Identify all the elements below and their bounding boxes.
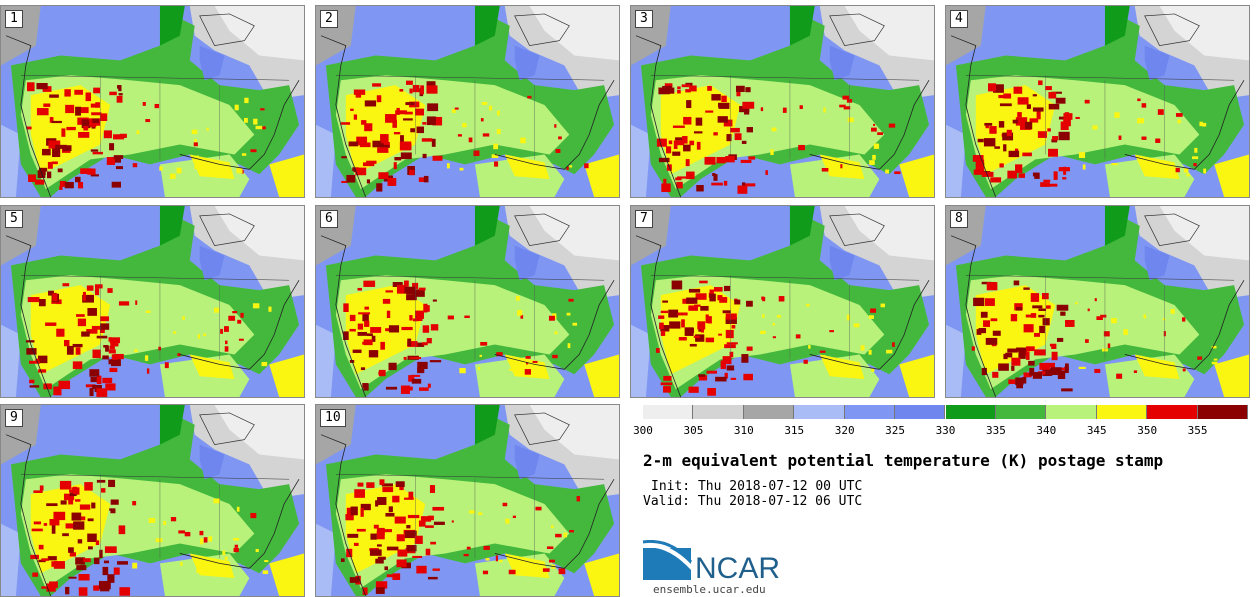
ncar-logo-text: NCAR <box>695 552 780 582</box>
colorbar-segment <box>693 405 744 419</box>
map-image <box>631 206 934 397</box>
member-label: 10 <box>320 409 346 427</box>
colorbar-segment <box>844 405 896 419</box>
init-time: Init: Thu 2018-07-12 00 UTC <box>651 479 863 494</box>
map-image <box>631 6 934 197</box>
colorbar-tick-label: 350 <box>1137 424 1158 437</box>
colorbar-tick-label: 330 <box>935 424 956 437</box>
map-image <box>316 6 619 197</box>
member-label: 4 <box>950 10 968 28</box>
member-panel-2: 2 <box>315 5 620 198</box>
member-panel-9: 9 <box>0 404 305 597</box>
colorbar <box>643 405 1248 419</box>
colorbar-tick-label: 310 <box>733 424 754 437</box>
map-image <box>1 405 304 596</box>
member-label: 3 <box>635 10 653 28</box>
map-image <box>316 405 619 596</box>
colorbar-segment <box>1147 405 1198 419</box>
member-label: 8 <box>950 210 968 228</box>
member-panel-4: 4 <box>945 5 1250 198</box>
colorbar-tick-label: 300 <box>633 424 653 437</box>
map-image <box>946 206 1249 397</box>
colorbar-tick-label: 305 <box>683 424 704 437</box>
colorbar-segment <box>1096 405 1148 419</box>
member-panel-6: 6 <box>315 205 620 398</box>
colorbar-segment <box>995 405 1047 419</box>
colorbar-tick-label: 355 <box>1187 424 1208 437</box>
member-label: 2 <box>320 10 338 28</box>
member-panel-5: 5 <box>0 205 305 398</box>
member-panel-10: 10 <box>315 404 620 597</box>
member-label: 5 <box>5 210 23 228</box>
member-label: 1 <box>5 10 23 28</box>
colorbar-segment <box>945 405 996 419</box>
colorbar-tick-label: 320 <box>834 424 855 437</box>
valid-time: Valid: Thu 2018-07-12 06 UTC <box>643 494 863 509</box>
colorbar-tick-label: 315 <box>784 424 805 437</box>
colorbar-tick-label: 335 <box>985 424 1006 437</box>
colorbar-segment <box>743 405 795 419</box>
member-label: 6 <box>320 210 338 228</box>
ncar-logo-icon: NCAR <box>642 539 780 585</box>
map-image <box>946 6 1249 197</box>
member-panel-8: 8 <box>945 205 1250 398</box>
map-image <box>1 6 304 197</box>
colorbar-tick-label: 340 <box>1036 424 1057 437</box>
member-panel-7: 7 <box>630 205 935 398</box>
colorbar-segment <box>643 405 694 419</box>
colorbar-segment <box>1046 405 1097 419</box>
colorbar-tick-label: 345 <box>1086 424 1107 437</box>
map-image <box>1 206 304 397</box>
member-label: 9 <box>5 409 23 427</box>
logo-url: ensemble.ucar.edu <box>653 583 766 596</box>
ncar-logo: NCAR <box>642 539 792 585</box>
colorbar-tick-label: 325 <box>885 424 906 437</box>
colorbar-segment <box>794 405 845 419</box>
plot-title: 2-m equivalent potential temperature (K)… <box>643 451 1164 470</box>
member-panel-3: 3 <box>630 5 935 198</box>
member-panel-1: 1 <box>0 5 305 198</box>
colorbar-segment <box>895 405 946 419</box>
colorbar-segment <box>1197 405 1248 419</box>
member-label: 7 <box>635 210 653 228</box>
map-image <box>316 206 619 397</box>
